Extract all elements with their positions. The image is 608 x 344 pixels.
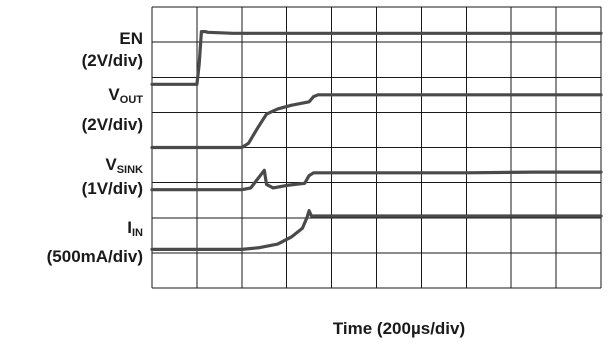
x-axis-label: Time (200µs/div) xyxy=(333,319,465,338)
channel-scale: (2V/div) xyxy=(82,115,143,134)
channel-name: VSINK xyxy=(105,155,143,176)
trace-iin xyxy=(150,209,603,251)
trace-vsink xyxy=(150,168,603,192)
channel-scale: (500mA/div) xyxy=(47,247,143,266)
channel-name: VOUT xyxy=(108,85,143,106)
scope-traces xyxy=(150,30,603,251)
scope-grid xyxy=(151,6,602,289)
channel-name: IIN xyxy=(127,218,143,239)
trace-vout xyxy=(150,93,603,150)
channel-scale: (1V/div) xyxy=(82,179,143,198)
trace-en xyxy=(150,30,603,86)
channel-labels: EN (2V/div) VOUT (2V/div) VSINK (1V/div) IIN (5… xyxy=(47,29,144,266)
channel-name: EN xyxy=(119,29,143,48)
channel-scale: (2V/div) xyxy=(82,51,143,70)
